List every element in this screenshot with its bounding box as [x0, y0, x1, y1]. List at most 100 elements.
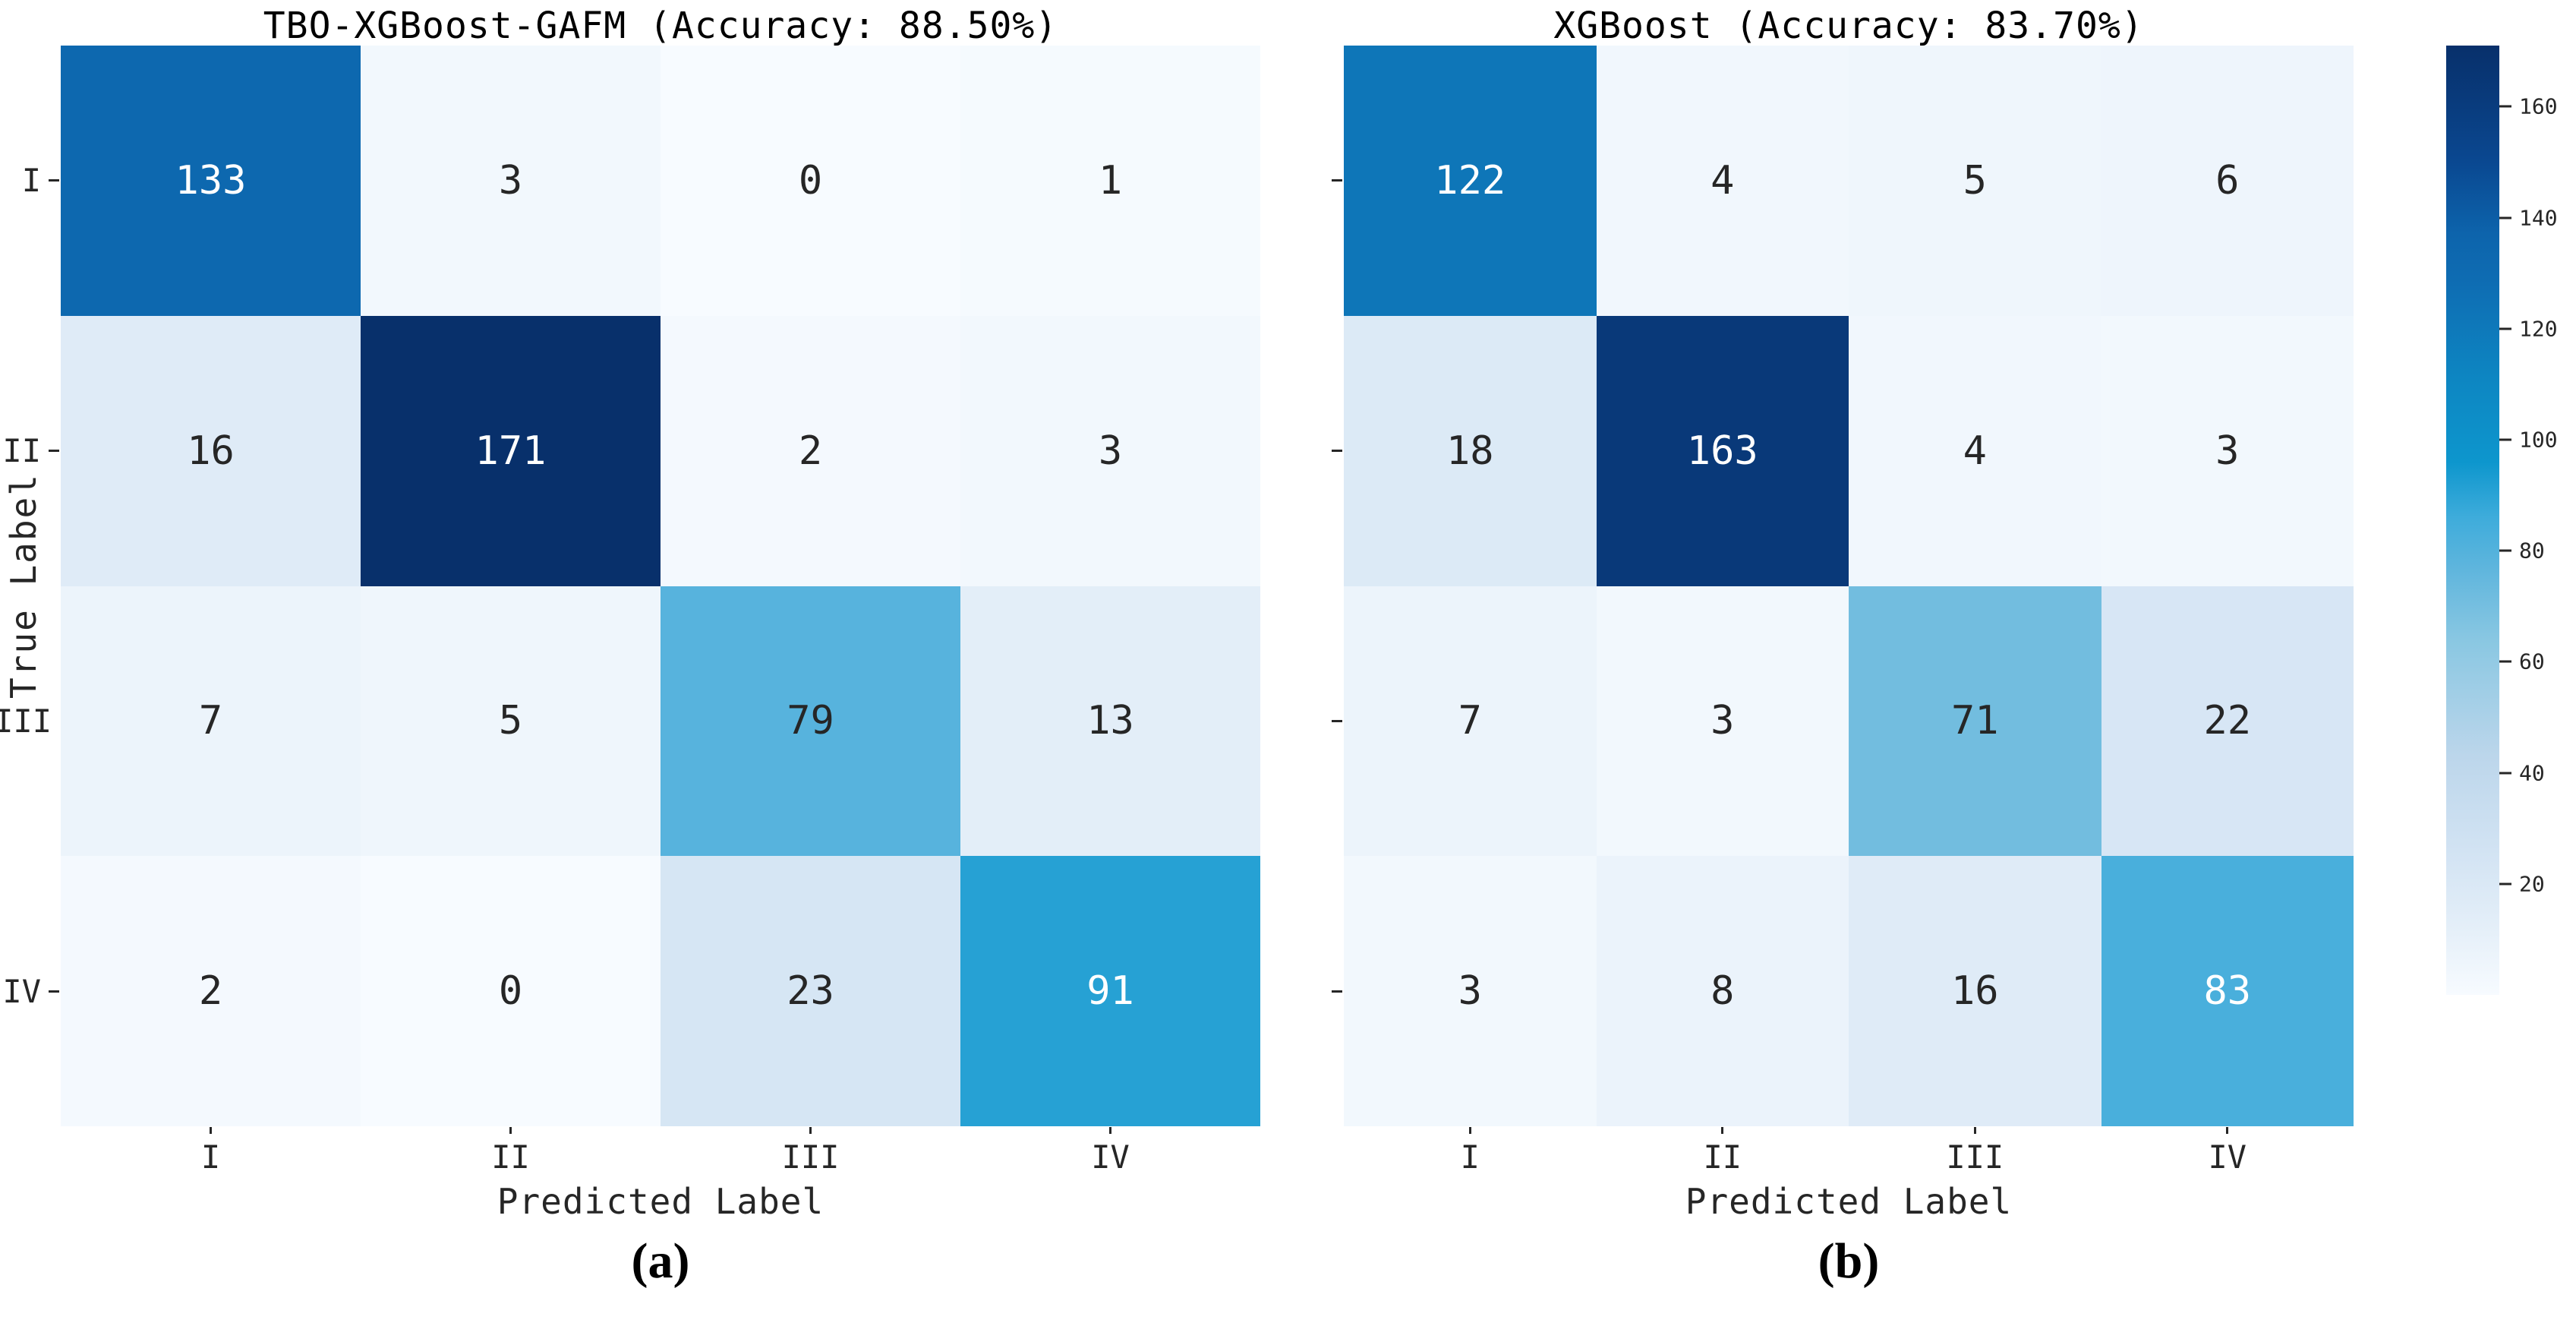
- x-tick: III: [661, 1127, 960, 1176]
- x-axis-label-b: Predicted Label: [1685, 1181, 2013, 1222]
- heatmap-cell: 163: [1596, 315, 1849, 586]
- colorbar-tick: 120: [2499, 316, 2558, 341]
- heatmap-cell-value: 8: [1711, 968, 1735, 1015]
- heatmap-cell: 83: [2101, 856, 2354, 1126]
- heatmap-cell-value: 79: [787, 698, 834, 744]
- y-tick: [1283, 586, 1342, 857]
- colorbar-tick-mark: [2499, 327, 2511, 330]
- x-axis-ticks-a: I II III IV: [61, 1127, 1260, 1176]
- heatmap-a: 133 3 0 1 16 171 2 3 7 5 79 13 2 0 23 91: [61, 46, 1260, 1126]
- heatmap-cell-value: 0: [798, 157, 823, 204]
- heatmap-cell: 7: [1344, 586, 1597, 857]
- caption-a: (a): [631, 1233, 690, 1289]
- x-tick-label: II: [491, 1138, 530, 1176]
- y-tick-mark: [1332, 719, 1342, 722]
- y-tick: [1283, 856, 1342, 1126]
- heatmap-cell-value: 3: [1458, 968, 1482, 1015]
- colorbar-tick-mark: [2499, 772, 2511, 775]
- heatmap-cell: 23: [661, 856, 960, 1126]
- y-tick-mark: [1332, 990, 1342, 993]
- y-tick: [1283, 316, 1342, 586]
- x-tick-mark: [509, 1127, 512, 1134]
- heatmap-cell-value: 71: [1950, 698, 1999, 744]
- colorbar-tick-label: 40: [2519, 760, 2545, 786]
- heatmap-cell: 5: [361, 586, 661, 857]
- heatmap-cell: 2: [661, 315, 960, 586]
- x-tick-mark: [2226, 1127, 2229, 1134]
- y-tick: IV: [0, 856, 59, 1126]
- heatmap-cell-value: 13: [1086, 698, 1134, 744]
- heatmap-cell-value: 5: [498, 698, 523, 744]
- y-tick-label: IV: [2, 972, 41, 1010]
- colorbar-tick: 60: [2499, 649, 2545, 674]
- y-tick: [1283, 46, 1342, 316]
- heatmap-cell-value: 3: [498, 157, 523, 204]
- colorbar-tick: 100: [2499, 428, 2558, 453]
- colorbar-gradient: [2446, 46, 2499, 995]
- x-axis-label-a: Predicted Label: [497, 1181, 825, 1222]
- heatmap-cell: 171: [361, 315, 661, 586]
- heatmap-cell-value: 6: [2215, 157, 2240, 204]
- x-tick: I: [61, 1127, 361, 1176]
- x-tick-mark: [210, 1127, 212, 1134]
- heatmap-cell-value: 171: [475, 428, 547, 474]
- x-tick-mark: [1973, 1127, 1976, 1134]
- y-tick-mark: [49, 179, 59, 182]
- colorbar-tick-label: 20: [2519, 871, 2545, 897]
- colorbar-tick-label: 120: [2519, 316, 2558, 342]
- heatmap-cell-value: 3: [1098, 428, 1123, 474]
- heatmap-cell: 7: [61, 586, 361, 857]
- x-tick: IV: [2101, 1127, 2354, 1176]
- heatmap-cell-value: 91: [1086, 968, 1134, 1015]
- heatmap-cell-value: 4: [1711, 157, 1735, 204]
- heatmap-cell: 122: [1344, 46, 1597, 316]
- x-tick: I: [1344, 1127, 1597, 1176]
- x-tick-mark: [1468, 1127, 1471, 1134]
- heatmap-cell: 0: [661, 46, 960, 316]
- heatmap-cell: 71: [1849, 586, 2101, 857]
- heatmap-cell: 3: [1596, 586, 1849, 857]
- y-tick-mark: [1332, 450, 1342, 453]
- heatmap-cell-value: 3: [2215, 428, 2240, 474]
- heatmap-cell: 91: [960, 856, 1260, 1126]
- heatmap-cell-value: 18: [1446, 428, 1494, 474]
- y-tick: III: [0, 586, 59, 857]
- heatmap-cell-value: 16: [1950, 968, 1999, 1015]
- panel-b-title: XGBoost (Accuracy: 83.70%): [1553, 5, 2144, 47]
- caption-b: (b): [1818, 1233, 1880, 1289]
- x-tick-label: III: [781, 1138, 840, 1176]
- y-tick-label: II: [2, 432, 41, 470]
- colorbar-tick-label: 100: [2519, 427, 2558, 453]
- colorbar-ticks: 20 40 60 80 100 120 140 160: [2499, 46, 2575, 995]
- heatmap-b: 122 4 5 6 18 163 4 3 7 3 71 22 3 8 16 83: [1344, 46, 2354, 1126]
- y-tick-label: III: [0, 702, 52, 740]
- y-axis-ticks-b: [1283, 46, 1342, 1126]
- x-tick-label: III: [1946, 1138, 2004, 1176]
- y-tick-mark: [49, 450, 59, 453]
- heatmap-cell: 5: [1849, 46, 2101, 316]
- colorbar-tick-label: 140: [2519, 205, 2558, 231]
- colorbar-tick-mark: [2499, 882, 2511, 886]
- heatmap-cell: 4: [1596, 46, 1849, 316]
- colorbar-tick-label: 160: [2519, 93, 2558, 119]
- heatmap-cell-value: 7: [198, 698, 223, 744]
- x-tick: IV: [960, 1127, 1260, 1176]
- heatmap-cell-value: 133: [175, 157, 247, 204]
- heatmap-cell-value: 122: [1434, 157, 1506, 204]
- y-tick: II: [0, 316, 59, 586]
- y-tick-label: I: [21, 162, 41, 200]
- x-tick-label: I: [1460, 1138, 1480, 1176]
- heatmap-cell: 16: [61, 315, 361, 586]
- heatmap-cell-value: 16: [187, 428, 235, 474]
- y-axis-ticks-a: I II III IV: [0, 46, 59, 1126]
- y-tick-mark: [49, 990, 59, 993]
- colorbar-tick: 160: [2499, 94, 2558, 119]
- heatmap-cell-value: 0: [498, 968, 523, 1015]
- heatmap-cell: 3: [361, 46, 661, 316]
- heatmap-cell: 1: [960, 46, 1260, 316]
- heatmap-cell-value: 83: [2203, 968, 2252, 1015]
- y-tick-mark: [1332, 179, 1342, 182]
- heatmap-cell: 0: [361, 856, 661, 1126]
- heatmap-cell: 2: [61, 856, 361, 1126]
- heatmap-cell-value: 2: [798, 428, 823, 474]
